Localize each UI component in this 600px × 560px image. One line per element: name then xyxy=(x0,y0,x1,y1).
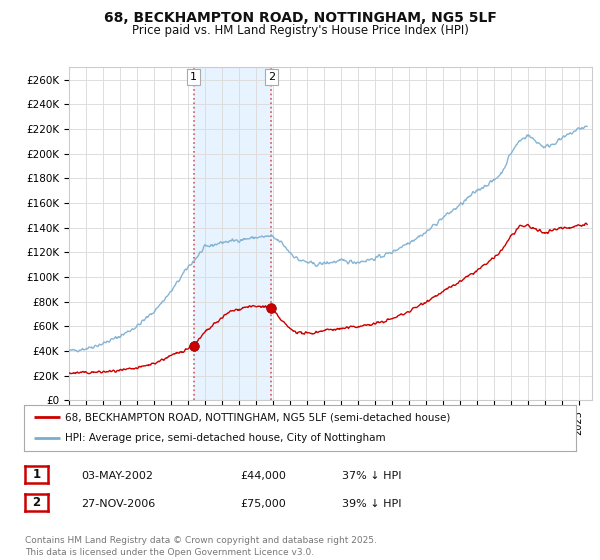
Text: Contains HM Land Registry data © Crown copyright and database right 2025.
This d: Contains HM Land Registry data © Crown c… xyxy=(25,536,377,557)
Text: 1: 1 xyxy=(32,468,41,482)
Text: 1: 1 xyxy=(190,72,197,82)
Bar xyxy=(194,67,271,400)
Text: 68, BECKHAMPTON ROAD, NOTTINGHAM, NG5 5LF (semi-detached house): 68, BECKHAMPTON ROAD, NOTTINGHAM, NG5 5L… xyxy=(65,412,451,422)
Text: 68, BECKHAMPTON ROAD, NOTTINGHAM, NG5 5LF: 68, BECKHAMPTON ROAD, NOTTINGHAM, NG5 5L… xyxy=(104,11,496,25)
Text: 03-MAY-2002: 03-MAY-2002 xyxy=(81,471,153,481)
Text: HPI: Average price, semi-detached house, City of Nottingham: HPI: Average price, semi-detached house,… xyxy=(65,433,386,444)
Text: 27-NOV-2006: 27-NOV-2006 xyxy=(81,499,155,509)
Text: £75,000: £75,000 xyxy=(240,499,286,509)
Text: 2: 2 xyxy=(268,72,275,82)
Text: 2: 2 xyxy=(32,496,41,510)
Text: Price paid vs. HM Land Registry's House Price Index (HPI): Price paid vs. HM Land Registry's House … xyxy=(131,24,469,36)
Text: 37% ↓ HPI: 37% ↓ HPI xyxy=(342,471,401,481)
Text: £44,000: £44,000 xyxy=(240,471,286,481)
Text: 39% ↓ HPI: 39% ↓ HPI xyxy=(342,499,401,509)
